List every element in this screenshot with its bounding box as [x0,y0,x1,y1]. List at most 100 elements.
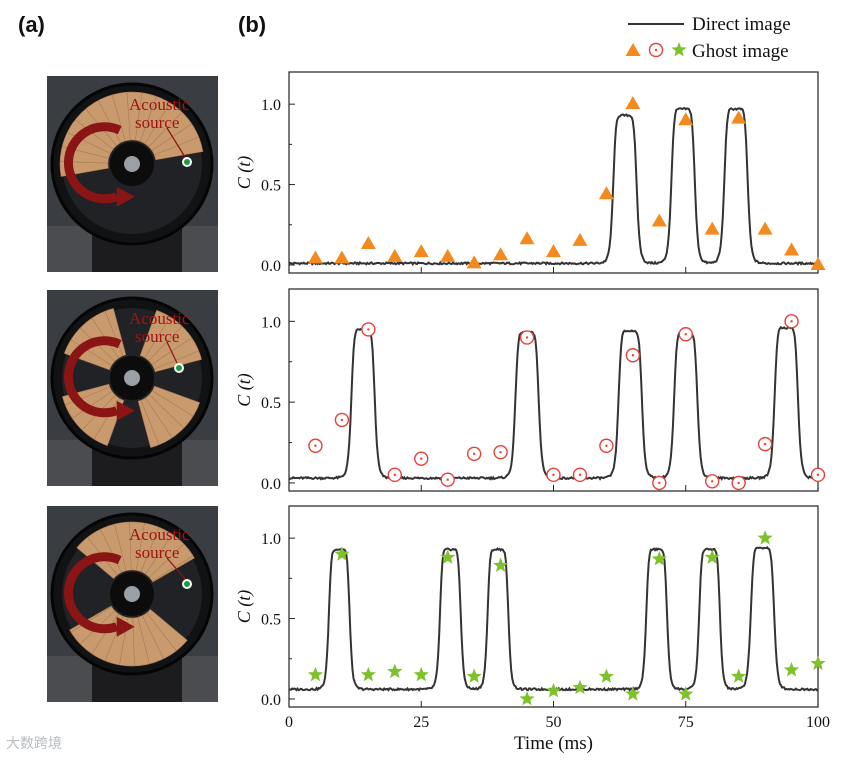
sector-seam [65,386,110,406]
legend-ghost-label: Ghost image [692,41,789,62]
panel-label-b: (b) [238,12,267,37]
ghost-marker-star [671,42,687,57]
sector-seam [144,316,171,358]
ghost-marker-circle [810,467,826,483]
wheel-sector [59,91,204,177]
ghost-marker-star [651,551,667,566]
ghost-marker-circle [493,445,508,460]
ghost-marker-triangle [810,256,826,270]
chart-panel-3: 0.0 0.5 1.0 0 25 50 75 100 C (t) Time (ms) [234,505,830,754]
circle-dot [684,333,687,336]
acoustic-source-label-line2: source [135,543,179,562]
sector-seam [154,350,199,370]
ghost-marker-star [466,668,482,683]
sector-seam [142,615,164,659]
sector-seam [97,100,121,143]
sector-seam [149,394,185,429]
chart-panel-2: 0.0 0.5 1.0 C (t) [234,288,826,493]
ghost-marker-triangle [678,112,694,126]
sector-seam [70,606,112,633]
ghost-marker-circle [678,327,693,342]
acoustic-source-core [176,365,182,371]
sector-seam [93,398,120,440]
ghost-marker-triangle [598,186,614,200]
ghost-marker-triangle [546,244,561,258]
y-tick-label: 0.5 [261,612,281,629]
legend: Direct image Ghost image [625,14,791,62]
wheel-sector [139,309,202,373]
ghost-marker-circle [440,472,455,487]
ghost-marker-triangle [334,250,350,264]
ghost-marker-star [757,530,773,545]
sector-seam [145,397,173,438]
ghost-marker-star [545,682,562,698]
ghost-marker-circle [361,322,376,337]
sector-seam [145,534,173,575]
ghost-marker-circle [757,436,773,452]
acoustic-source-label-line1: Acoustic [129,525,190,544]
sector-seam [139,96,157,142]
ghost-marker-circle [546,467,561,483]
ghost-marker-triangle [360,236,376,250]
circle-dot [711,480,714,483]
y-tick-label: 1.0 [261,314,281,331]
ghost-marker-triangle [387,248,403,262]
sector-seam [72,391,113,419]
circle-dot [314,444,317,447]
ghost-marker-star [704,549,720,564]
ghost-marker-circle [652,475,667,491]
y-axis-label: C (t) [234,156,255,190]
ghost-marker-circle [784,314,799,329]
x-axis-label: Time (ms) [514,733,593,754]
acoustic-source-core [184,159,190,165]
circle-dot [737,481,740,485]
circle-dot [552,473,555,477]
sector-seam [135,523,145,571]
ghost-marker-triangle [625,43,641,56]
y-tick-label: 0.0 [261,476,281,493]
x-tick-label: 25 [413,714,429,731]
ghost-marker-circle [625,348,641,363]
sector-seam [140,400,160,445]
ghost-marker-triangle [704,221,720,235]
ghost-marker-triangle [572,232,588,246]
x-tick-label: 75 [678,714,694,731]
circle-dot [393,473,396,477]
hub-axle [124,370,140,386]
ghost-marker-star [810,655,826,671]
sector-seam [151,123,192,151]
x-tick-label: 100 [806,714,830,731]
sector-seam [149,543,185,578]
rotation-arrow-head [116,616,135,637]
rotation-arrow [63,336,122,418]
rotation-arrow [63,552,122,634]
ghost-marker-triangle [493,247,509,261]
direct-image-line [288,325,819,481]
y-axis-label: C (t) [234,373,255,407]
sector-seam [148,111,183,147]
ghost-marker-star [572,679,588,695]
y-axis-label: C (t) [234,590,255,624]
circle-dot [525,336,529,339]
ghost-marker-triangle [625,96,641,110]
circle-dot [654,48,658,52]
ghost-marker-circle [466,446,482,462]
y-tick-label: 1.0 [261,97,281,114]
y-tick-label: 0.5 [261,395,281,412]
sector-seam [114,524,127,571]
acoustic-source-core [184,581,190,587]
rotation-arrow-head [116,400,135,421]
wheel-sector [137,385,201,448]
circle-dot [763,442,767,446]
ghost-marker-triangle [307,250,323,264]
hub-axle [124,586,140,602]
ghost-marker-triangle [413,244,429,258]
source-pointer [166,557,186,580]
sector-seam [75,119,114,150]
circle-dot [790,320,793,323]
sector-seam [70,339,112,366]
